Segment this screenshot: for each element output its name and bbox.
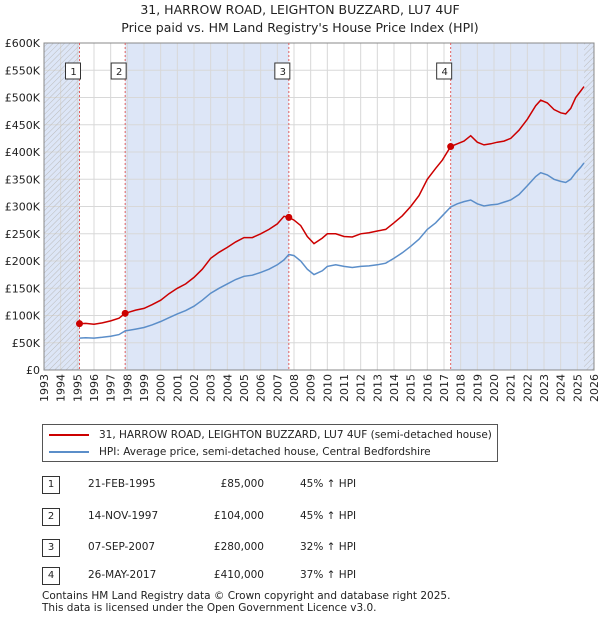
sale-marker-3 — [285, 213, 293, 221]
y-tick-label-9: £450K — [5, 119, 41, 132]
sale-number: 3 — [42, 539, 60, 557]
sale-date: 26-MAY-2017 — [88, 569, 157, 581]
x-tick-label-32: 2025 — [571, 374, 584, 402]
chart-subtitle: Price paid vs. HM Land Registry's House … — [121, 20, 479, 35]
y-tick-label-7: £350K — [5, 173, 41, 186]
sale-label-box-4 — [436, 62, 453, 80]
x-tick-label-14: 2007 — [271, 374, 284, 402]
x-tick-label-3: 1996 — [88, 374, 101, 402]
property-price-line — [79, 86, 585, 325]
legend-item-hpi: HPI: Average price, semi-detached house,… — [49, 444, 431, 460]
x-tick-label-18: 2011 — [338, 374, 351, 402]
x-tick-label-24: 2017 — [438, 374, 451, 402]
x-tick-label-27: 2020 — [488, 374, 501, 402]
x-tick-label-25: 2018 — [455, 374, 468, 402]
sale-marker-2 — [121, 309, 129, 317]
y-tick-label-4: £200K — [5, 255, 41, 268]
sale-date: 21-FEB-1995 — [88, 478, 156, 490]
x-tick-label-4: 1997 — [105, 374, 118, 402]
x-tick-label-8: 2001 — [171, 374, 184, 402]
x-tick-label-5: 1998 — [121, 374, 134, 402]
sale-label-box-2 — [110, 62, 127, 80]
x-tick-label-19: 2012 — [355, 374, 368, 402]
x-tick-label-1: 1994 — [55, 374, 68, 402]
x-tick-label-20: 2013 — [371, 374, 384, 402]
y-tick-label-0: £0 — [26, 364, 40, 377]
plot-frame — [43, 42, 595, 371]
x-tick-label-2: 1995 — [71, 374, 84, 402]
legend: 31, HARROW ROAD, LEIGHTON BUZZARD, LU7 4… — [42, 424, 498, 462]
sale-label-box-3 — [274, 62, 291, 80]
sale-date: 14-NOV-1997 — [88, 510, 159, 522]
y-tick-label-11: £550K — [5, 64, 41, 77]
x-tick-label-10: 2003 — [205, 374, 218, 402]
x-tick-label-22: 2015 — [405, 374, 418, 402]
x-tick-label-21: 2014 — [388, 374, 401, 402]
legend-swatch-hpi — [49, 451, 89, 453]
x-tick-label-29: 2022 — [521, 374, 534, 402]
x-tick-label-28: 2021 — [505, 374, 518, 402]
x-tick-label-15: 2008 — [288, 374, 301, 402]
footer-copyright: Contains HM Land Registry data © Crown c… — [42, 590, 451, 602]
x-tick-label-13: 2006 — [255, 374, 268, 402]
x-tick-label-26: 2019 — [471, 374, 484, 402]
x-tick-label-6: 1999 — [138, 374, 151, 402]
y-tick-label-3: £150K — [5, 282, 41, 295]
sale-marker-4 — [447, 143, 455, 151]
sale-date: 07-SEP-2007 — [88, 541, 156, 553]
sale-number: 2 — [42, 508, 60, 526]
x-tick-label-30: 2023 — [538, 374, 551, 402]
sale-price: £410,000 — [213, 569, 264, 581]
price-chart: £0 £50K £100K £150K £200K £250K £300K £350K £400… — [5, 37, 600, 402]
y-tick-label-12: £600K — [5, 37, 41, 50]
sale-label-1: 1 — [70, 67, 76, 78]
x-tick-label-0: 1993 — [38, 374, 51, 402]
y-tick-label-10: £500K — [5, 92, 41, 105]
x-tick-label-23: 2016 — [421, 374, 434, 402]
y-tick-label-2: £100K — [5, 310, 41, 323]
sale-hpi: 32% ↑ HPI — [300, 541, 357, 553]
sale-hpi: 37% ↑ HPI — [300, 569, 357, 581]
x-tick-label-9: 2002 — [188, 374, 201, 402]
hatch-before-data — [44, 43, 80, 370]
x-tick-label-7: 2000 — [155, 374, 168, 402]
legend-swatch-property — [49, 434, 89, 436]
x-tick-label-31: 2024 — [555, 374, 568, 402]
x-tick-label-11: 2004 — [221, 374, 234, 402]
y-tick-label-8: £400K — [5, 146, 41, 159]
sale-label-4: 4 — [441, 67, 447, 78]
chart-title: 31, HARROW ROAD, LEIGHTON BUZZARD, LU7 4… — [140, 2, 460, 17]
sale-label-3: 3 — [280, 67, 286, 78]
x-tick-label-12: 2005 — [238, 374, 251, 402]
sale-label-2: 2 — [116, 67, 122, 78]
sale-price: £280,000 — [213, 541, 264, 553]
sale-number: 4 — [42, 567, 60, 585]
sale-label-box-1 — [65, 62, 81, 80]
y-tick-label-1: £50K — [12, 337, 41, 350]
sale-price: £104,000 — [213, 510, 264, 522]
y-tick-label-5: £250K — [5, 228, 41, 241]
sale-hpi: 45% ↑ HPI — [300, 510, 357, 522]
sale-marker-1 — [76, 320, 83, 328]
legend-item-property: 31, HARROW ROAD, LEIGHTON BUZZARD, LU7 4… — [49, 427, 492, 443]
footer-licence: This data is licensed under the Open Gov… — [42, 602, 377, 614]
y-tick-label-6: £300K — [5, 201, 41, 214]
legend-label-property: 31, HARROW ROAD, LEIGHTON BUZZARD, LU7 4… — [99, 429, 492, 441]
hatch-after-data — [584, 43, 594, 370]
x-tick-label-16: 2009 — [305, 374, 318, 402]
sale-hpi: 45% ↑ HPI — [300, 478, 357, 490]
x-tick-label-17: 2010 — [321, 374, 334, 402]
hpi-line — [79, 162, 585, 339]
legend-label-hpi: HPI: Average price, semi-detached house,… — [99, 446, 431, 458]
x-tick-label-33: 2026 — [588, 374, 600, 402]
sale-price: £85,000 — [220, 478, 264, 490]
sale-number: 1 — [42, 476, 60, 494]
